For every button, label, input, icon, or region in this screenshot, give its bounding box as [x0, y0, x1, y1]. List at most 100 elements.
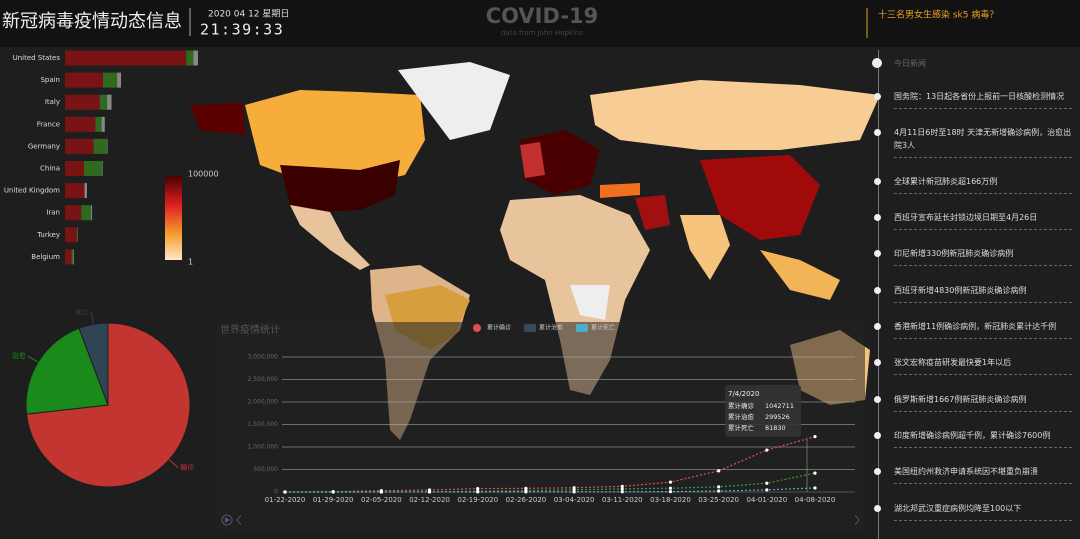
pie-label: 死亡 [75, 308, 89, 317]
point [572, 490, 576, 494]
point [813, 486, 817, 490]
x-tick-label: 02-19-2020 [457, 496, 498, 504]
news-dot [874, 129, 881, 136]
x-tick-label: 04-01-2020 [746, 496, 787, 504]
southeast-asia [760, 250, 840, 300]
tooltip-value: 1042711 [765, 402, 794, 410]
mexico [290, 205, 370, 270]
bar-segment [65, 205, 82, 221]
series-line [284, 487, 816, 493]
x-tick-label: 02-12-2020 [409, 496, 450, 504]
timeline [878, 50, 879, 539]
next-arrow[interactable] [854, 514, 860, 526]
bar-segment [73, 249, 74, 265]
china [700, 155, 820, 240]
news-item[interactable]: 俄罗斯新增1667例新冠肺炎确诊病例 [894, 393, 1072, 412]
news-item[interactable]: 美国纽约州救济申请系统因不堪重负崩溃 [894, 465, 1072, 484]
legend-label: 累计治愈 [539, 324, 563, 332]
canada [245, 90, 425, 185]
brand: COVID-19 [486, 4, 599, 28]
legend-swatch [473, 324, 481, 332]
prev-arrow[interactable] [236, 514, 242, 526]
play-button[interactable] [221, 514, 233, 526]
header-bar [0, 0, 1080, 47]
color-scale [165, 176, 182, 260]
timeline-head [872, 58, 882, 68]
time: 21:39:33 [200, 21, 284, 39]
y-tick-label: 0 [274, 489, 278, 496]
point [476, 490, 480, 494]
news-dot [874, 250, 881, 257]
pie-slice [78, 322, 109, 406]
news-item[interactable]: 西班牙宣布延长封锁边境日期至4月26日 [894, 211, 1072, 230]
y-tick-label: 1,500,000 [247, 421, 278, 428]
x-tick-label: 04-08-2020 [795, 496, 836, 504]
play-icon [225, 517, 230, 523]
news-item[interactable]: 印尼新增330例新冠肺炎确诊病例 [894, 247, 1072, 266]
headline: 十三名男女生感染 sk5 病毒？ [878, 9, 998, 21]
bar-segment [65, 183, 85, 199]
news-dot [874, 214, 881, 221]
bar-segment [117, 72, 122, 88]
news-item[interactable]: 国务院：13日起各省份上报前一日核酸检测情况 [894, 90, 1072, 109]
uk-france [520, 142, 545, 178]
news-item[interactable]: 全球累计新冠肺炎超166万例 [894, 175, 1072, 194]
bar-segment [83, 161, 102, 176]
bar-segment [65, 94, 100, 110]
label-line [27, 355, 39, 363]
point [813, 471, 817, 475]
legend-min: 1 [188, 258, 193, 267]
news-item[interactable]: 张文宏称疫苗研发最快要1年以后 [894, 356, 1072, 375]
point [620, 490, 624, 494]
news-dot [874, 287, 881, 294]
x-tick-label: 01-29-2020 [313, 496, 354, 504]
bar-segment [102, 72, 118, 88]
country-label: China [40, 165, 60, 173]
pie-label: 确诊 [180, 463, 194, 472]
legend-swatch [576, 324, 588, 332]
y-tick-label: 1,000,000 [247, 444, 278, 451]
country-label: United Kingdom [4, 187, 60, 195]
bar-segment [65, 50, 187, 66]
x-tick-label: 03-11-2020 [602, 496, 643, 504]
pie-slice [25, 327, 109, 415]
point [765, 488, 769, 492]
news-item[interactable]: 香港新增11例确诊病例，新冠肺炎累计达千例 [894, 320, 1072, 339]
country-label: Italy [45, 98, 60, 106]
point [427, 490, 432, 494]
point [379, 490, 383, 494]
bar-segment [81, 205, 92, 221]
news-dot [874, 396, 881, 403]
news-item[interactable]: 湖北邦武汉重症病例均降至100以下 [894, 502, 1072, 521]
news-item[interactable]: 4月11日6时至18时 天津无新增确诊病例，治愈出院3人 [894, 126, 1072, 158]
news-item[interactable]: 西班牙新增4830例新冠肺炎确诊病例 [894, 284, 1072, 303]
point [331, 490, 335, 494]
country-label: Iran [46, 209, 60, 217]
iran [635, 195, 670, 230]
x-tick-label: 03-25-2020 [698, 496, 739, 504]
country-label: Belgium [31, 253, 60, 261]
news-item[interactable]: 印度新增确诊病例超千例，累计确诊7600例 [894, 429, 1072, 448]
greenland [398, 62, 510, 140]
label-line [168, 459, 179, 469]
y-tick-label: 2,500,000 [247, 376, 278, 383]
news-dot [874, 93, 881, 100]
tooltip-date: 7/4/2020 [728, 390, 759, 398]
tooltip [725, 385, 801, 437]
central-africa [570, 285, 610, 320]
bar-segment [101, 161, 103, 176]
page-title: 新冠病毒疫情动态信息 [2, 11, 182, 32]
bar-segment [107, 94, 112, 110]
tooltip-label: 累计确诊 [728, 401, 755, 410]
point [476, 487, 480, 491]
news-dot [874, 178, 881, 185]
country-label: Turkey [36, 231, 60, 239]
news-dot [874, 468, 881, 475]
news-dot [874, 323, 881, 330]
series-line [284, 436, 816, 493]
legend-label: 累计死亡 [591, 324, 615, 332]
x-tick-label: 02-26-2020 [506, 496, 547, 504]
point [620, 484, 624, 488]
y-tick-label: 3,000,000 [247, 354, 278, 361]
bar-segment [91, 205, 93, 221]
